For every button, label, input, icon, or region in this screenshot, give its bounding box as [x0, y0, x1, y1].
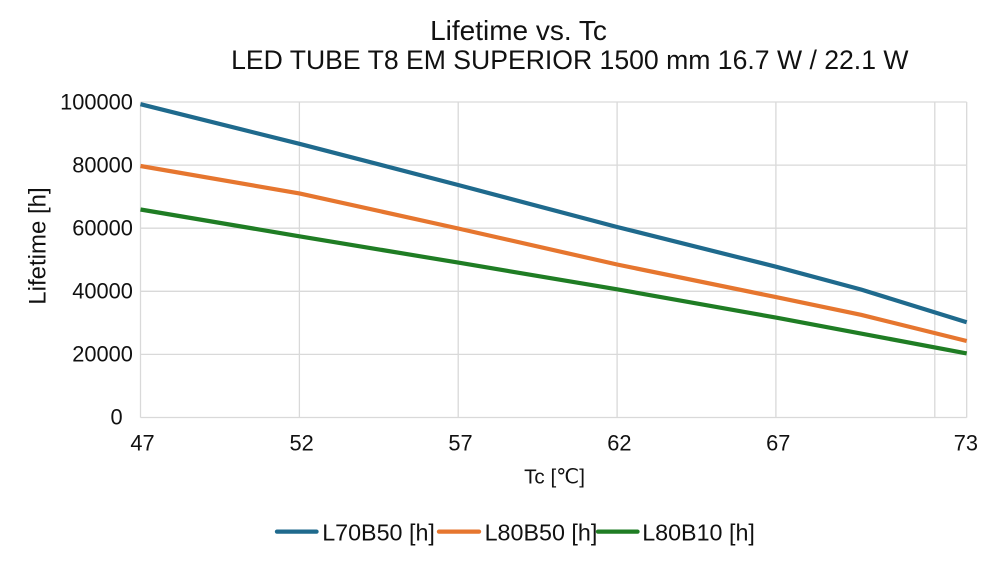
svg-text:67: 67 — [766, 430, 790, 455]
svg-text:100000: 100000 — [60, 89, 133, 114]
svg-text:62: 62 — [607, 430, 631, 455]
svg-text:L70B50 [h]: L70B50 [h] — [322, 519, 435, 545]
svg-text:60000: 60000 — [72, 216, 133, 241]
svg-text:52: 52 — [289, 430, 313, 455]
svg-text:L80B50 [h]: L80B50 [h] — [485, 519, 598, 545]
svg-text:Lifetime [h]: Lifetime [h] — [24, 187, 51, 304]
svg-text:Lifetime vs. Tc: Lifetime vs. Tc — [430, 15, 607, 46]
svg-text:Tc [℃]: Tc [℃] — [524, 466, 585, 489]
svg-text:80000: 80000 — [72, 152, 133, 177]
svg-text:0: 0 — [110, 404, 122, 429]
svg-text:40000: 40000 — [72, 279, 133, 304]
svg-text:20000: 20000 — [72, 342, 133, 367]
svg-text:57: 57 — [448, 430, 472, 455]
svg-text:L80B10 [h]: L80B10 [h] — [642, 519, 755, 545]
svg-text:LED TUBE T8 EM SUPERIOR 1500 m: LED TUBE T8 EM SUPERIOR 1500 mm 16.7 W /… — [231, 45, 909, 75]
svg-text:73: 73 — [954, 430, 978, 455]
svg-text:47: 47 — [130, 430, 154, 455]
